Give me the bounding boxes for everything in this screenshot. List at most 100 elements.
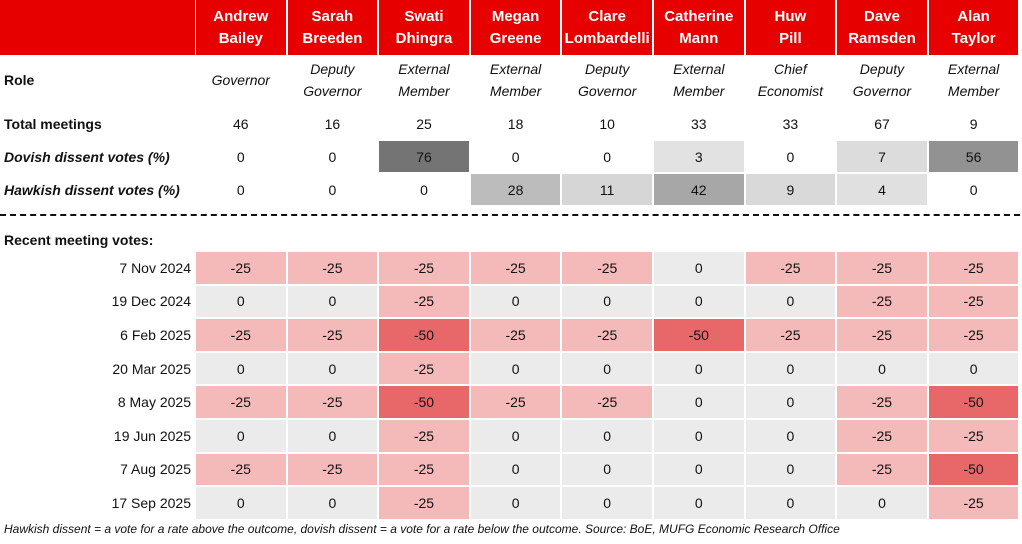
text: 0 [786, 394, 795, 411]
text: -25 [963, 259, 984, 276]
member-header: Huw Pill [745, 0, 836, 55]
text: External [398, 61, 450, 77]
text: 0 [511, 427, 520, 444]
vote: -50 [379, 319, 469, 351]
text: 0 [786, 148, 795, 165]
vote: -25 [837, 453, 927, 486]
text: 33 [691, 116, 707, 132]
text: -25 [322, 461, 343, 478]
vote: 0 [654, 453, 744, 486]
vote: 0 [745, 285, 836, 318]
text: Lombardelli [564, 29, 650, 47]
text: 42 [691, 181, 707, 198]
member-header: Clare Lombardelli [562, 0, 652, 55]
vote: -25 [837, 420, 927, 452]
vote: 0 [745, 352, 836, 385]
member-header: Alan Taylor [928, 0, 1019, 55]
row-label: Total meetings [0, 108, 195, 140]
text: 0 [694, 360, 703, 377]
total-meetings: 18 [470, 108, 562, 140]
text: 4 [878, 181, 886, 198]
text: Economist [757, 83, 824, 99]
vote: -50 [654, 319, 744, 351]
vote: -25 [745, 252, 836, 284]
text: -25 [597, 394, 618, 411]
total-meetings: 9 [928, 108, 1020, 140]
member-role: Deputy Governor [561, 58, 653, 102]
vote: 0 [470, 453, 561, 486]
text: External [947, 61, 1000, 77]
text: -25 [413, 293, 435, 310]
total-meetings: 33 [745, 108, 837, 140]
meeting-date: 7 Nov 2024 [0, 251, 195, 285]
text: -25 [230, 259, 251, 276]
text: -25 [963, 293, 984, 310]
text: 0 [969, 360, 978, 377]
text: -25 [322, 259, 343, 276]
text: 0 [694, 259, 703, 276]
text: Member [398, 83, 450, 99]
text: 0 [786, 461, 795, 478]
text: -25 [963, 427, 984, 444]
member-role: External Member [470, 58, 562, 102]
text: 67 [874, 116, 890, 132]
text: Member [673, 83, 725, 99]
text: -50 [963, 461, 984, 478]
text: 0 [603, 293, 612, 310]
dovish-dissent: 7 [837, 141, 927, 172]
vote: 0 [654, 352, 744, 385]
text: -50 [963, 394, 984, 411]
text: 20 Mar 2025 [112, 360, 191, 377]
text: Recent meeting votes: [4, 232, 154, 248]
text: 76 [416, 148, 432, 165]
meeting-date: 6 Feb 2025 [0, 318, 195, 352]
vote: 0 [470, 487, 561, 519]
vote: -25 [928, 487, 1019, 519]
text: -25 [871, 427, 893, 444]
row-label: Role [0, 58, 195, 102]
text: 10 [599, 116, 615, 132]
text: 46 [233, 116, 249, 132]
vote: 0 [654, 252, 744, 284]
vote: -25 [928, 252, 1019, 284]
vote: 0 [287, 487, 378, 519]
text: Bailey [218, 29, 263, 47]
text: 0 [603, 494, 612, 511]
text: -25 [963, 326, 984, 343]
text: 0 [236, 293, 245, 310]
vote: -25 [287, 453, 378, 486]
member-header: Megan Greene [470, 0, 561, 55]
member-role: Deputy Governor [836, 58, 928, 102]
meeting-date: 7 Aug 2025 [0, 453, 195, 487]
text: Catherine [664, 7, 734, 25]
text: Member [947, 83, 1000, 99]
text: Ramsden [848, 29, 916, 47]
text: External [489, 61, 542, 77]
text: Taylor [951, 29, 996, 47]
vote: -25 [837, 285, 927, 318]
text: 16 [324, 116, 341, 132]
text: Hawkish dissent votes (%) [4, 182, 180, 198]
meeting-date: 8 May 2025 [0, 385, 195, 419]
member-role: Deputy Governor [287, 58, 379, 102]
text: -25 [963, 494, 984, 511]
hawkish-dissent: 4 [837, 174, 927, 205]
text: 0 [511, 148, 520, 165]
hawkish-dissent: 28 [470, 174, 561, 205]
vote: -50 [379, 386, 469, 418]
hawkish-dissent: 0 [196, 174, 286, 205]
vote: 0 [562, 420, 652, 452]
text: -25 [413, 259, 435, 276]
vote: -25 [196, 319, 286, 351]
text: 0 [603, 148, 612, 165]
member-role: External Member [653, 58, 745, 102]
text: 0 [694, 494, 703, 511]
vote: -25 [837, 319, 927, 351]
header-band [0, 0, 195, 55]
text: Huw [774, 7, 807, 25]
text: 3 [694, 148, 703, 165]
vote: -25 [470, 319, 561, 351]
vote: -25 [379, 487, 469, 519]
total-meetings: 16 [287, 108, 379, 140]
text: -25 [413, 494, 435, 511]
